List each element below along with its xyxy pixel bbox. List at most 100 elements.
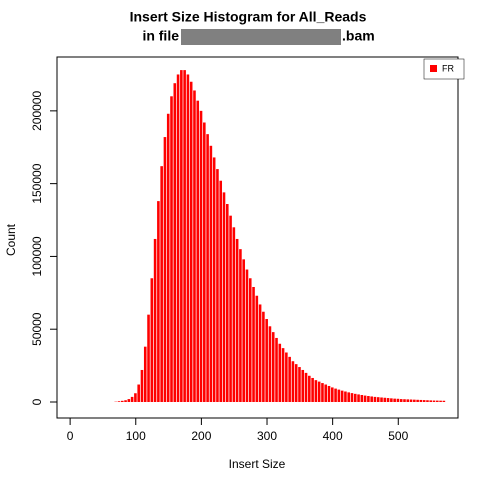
bar: [130, 396, 134, 402]
y-tick-label: 150000: [30, 163, 44, 203]
bar: [393, 398, 396, 402]
bar: [206, 134, 209, 402]
bar: [337, 389, 341, 402]
bar: [124, 400, 127, 402]
bar: [311, 377, 314, 402]
bar: [291, 361, 295, 402]
legend-label: FR: [442, 63, 454, 73]
bar: [278, 343, 282, 402]
bar: [239, 249, 242, 402]
bar: [314, 380, 318, 402]
bar: [242, 259, 245, 402]
bar: [183, 70, 186, 402]
bar: [252, 286, 255, 402]
bar: [324, 384, 328, 402]
bar: [258, 304, 262, 402]
bar: [413, 399, 416, 402]
y-axis-label: Count: [4, 223, 18, 256]
bar: [432, 400, 436, 402]
bar: [399, 399, 403, 402]
bar: [235, 238, 239, 402]
bar: [409, 399, 413, 402]
bar: [331, 387, 334, 402]
bar: [383, 397, 387, 402]
bar: [255, 295, 259, 402]
bar: [232, 227, 236, 402]
bar: [350, 393, 354, 402]
bar: [347, 392, 350, 402]
bar: [396, 398, 400, 402]
x-tick-label: 0: [67, 429, 74, 443]
bar: [380, 397, 383, 402]
bar: [301, 369, 305, 402]
bar: [245, 269, 249, 402]
bar: [160, 166, 163, 402]
bar: [281, 348, 285, 402]
bar: [209, 145, 213, 402]
bar: [268, 326, 272, 402]
x-tick-label: 400: [323, 429, 343, 443]
bar: [426, 400, 429, 402]
bar: [386, 398, 390, 402]
bar: [442, 400, 446, 402]
bar: [199, 110, 203, 402]
bar: [327, 385, 331, 402]
bar: [429, 400, 433, 402]
legend-swatch: [430, 65, 437, 72]
bar: [137, 384, 140, 402]
bar: [189, 81, 193, 402]
bar: [390, 398, 393, 402]
bar: [419, 399, 423, 402]
bar: [212, 157, 216, 402]
bar: [127, 399, 131, 402]
bar: [422, 400, 426, 402]
bar: [308, 375, 311, 402]
bar: [357, 394, 360, 402]
bar: [285, 352, 288, 402]
bar: [436, 400, 439, 402]
chart-subtitle-suffix: .bam: [342, 28, 375, 44]
bar: [196, 100, 200, 402]
bar: [140, 369, 144, 402]
y-tick-label: 50000: [30, 312, 44, 346]
bar: [225, 204, 229, 402]
y-tick-label: 100000: [30, 236, 44, 276]
bar: [180, 70, 183, 402]
bar: [271, 332, 275, 402]
bar: [344, 391, 347, 402]
bar: [150, 278, 154, 402]
chart-title: Insert Size Histogram for All_Reads: [130, 9, 367, 25]
bar: [134, 393, 137, 402]
bar: [173, 83, 177, 402]
bar: [288, 356, 291, 402]
bar: [117, 401, 121, 402]
bar: [166, 113, 170, 402]
chart-subtitle-prefix: in file: [142, 28, 179, 44]
x-tick-label: 500: [388, 429, 408, 443]
bar: [229, 215, 232, 402]
bar: [170, 96, 173, 402]
x-axis-label: Insert Size: [229, 457, 286, 471]
bar: [248, 278, 252, 402]
bar: [294, 364, 298, 402]
legend-box: [423, 58, 465, 80]
x-tick-label: 200: [191, 429, 211, 443]
redaction: [181, 29, 341, 45]
bar: [353, 393, 357, 402]
bar: [321, 383, 324, 402]
bar: [416, 399, 419, 402]
y-tick-label: 0: [30, 398, 44, 405]
bar: [265, 319, 268, 402]
bar: [376, 397, 380, 402]
bar: [370, 396, 373, 402]
bar: [176, 74, 180, 402]
bar: [334, 388, 337, 402]
bar: [186, 74, 190, 402]
bar: [439, 400, 442, 402]
bar: [222, 192, 226, 402]
bar: [360, 395, 364, 402]
bar: [163, 137, 167, 402]
x-tick-label: 100: [126, 429, 146, 443]
